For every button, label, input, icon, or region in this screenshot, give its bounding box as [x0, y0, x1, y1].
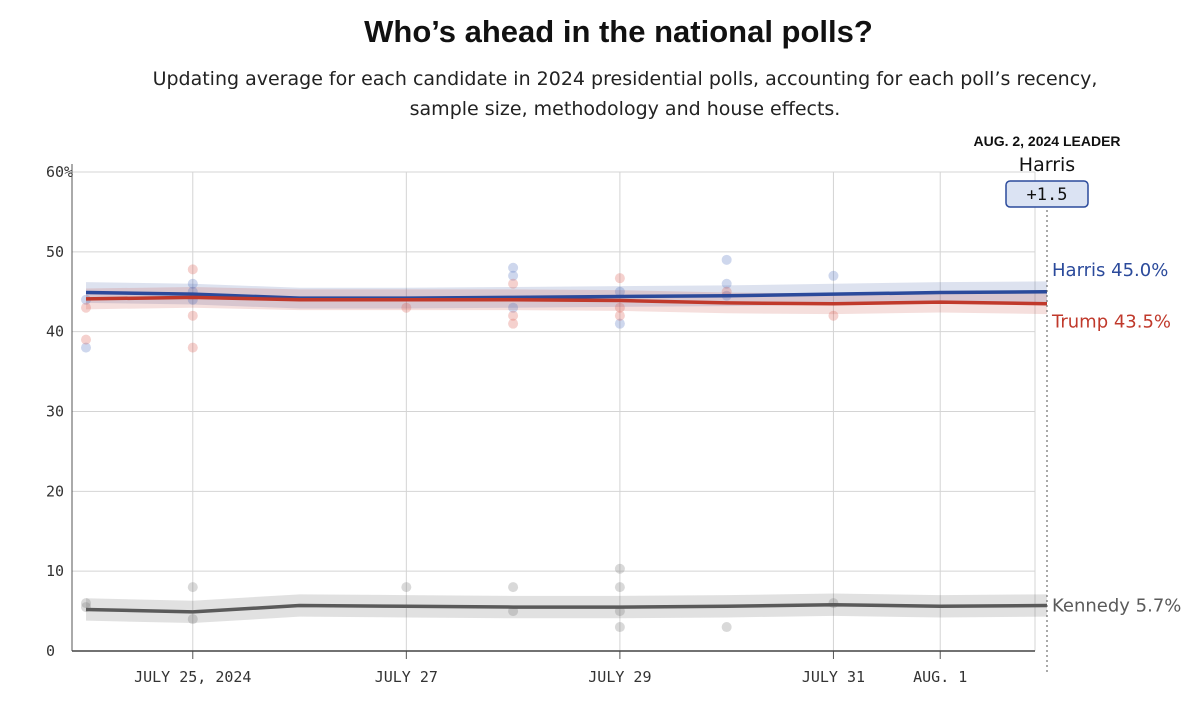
kennedy-poll-dot [401, 582, 412, 593]
trump-poll-dot [508, 278, 519, 289]
chart-title: Who’s ahead in the national polls? [364, 14, 873, 49]
y-tick-label: 60% [46, 163, 73, 181]
harris-poll-dot [508, 270, 519, 281]
leader-margin-badge [1005, 180, 1089, 208]
end-labels: Harris 45.0% Trump 43.5% Kennedy 5.7% [1051, 260, 1181, 617]
harris-poll-dot [721, 278, 732, 289]
kennedy-poll-dot [187, 614, 198, 625]
harris-poll-dot [828, 270, 839, 281]
harris-poll-dot [614, 318, 625, 329]
kennedy-end-label: Kennedy 5.7% [1052, 595, 1181, 616]
y-tick-label: 30 [46, 403, 64, 421]
kennedy-poll-dot [614, 622, 625, 633]
leader-heading: AUG. 2, 2024 LEADER [973, 133, 1120, 149]
x-tick-label: JULY 29 [588, 668, 651, 686]
poll-dots [81, 254, 839, 633]
trump-poll-dot [187, 342, 198, 353]
chart-subtitle: Updating average for each candidate in 2… [152, 68, 1098, 120]
x-tick-label: JULY 25, 2024 [134, 668, 251, 686]
harris-average-line [85, 290, 1048, 300]
trump-poll-dot [614, 273, 625, 284]
harris-poll-dot [187, 278, 198, 289]
trump-poll-dot [508, 318, 519, 329]
x-tick-label: JULY 27 [375, 668, 438, 686]
harris-end-label: Harris 45.0% [1052, 260, 1168, 281]
gridlines [72, 171, 1036, 651]
trump-poll-dot [187, 264, 198, 275]
y-tick-label: 20 [46, 482, 64, 500]
leader-margin: +1.5 [1027, 185, 1068, 205]
trump-poll-dot [614, 302, 625, 313]
kennedy-poll-dot [81, 598, 91, 609]
harris-poll-dot [508, 262, 519, 273]
kennedy-average-line [85, 602, 1048, 614]
harris-poll-dot [81, 342, 91, 353]
kennedy-poll-dot [721, 622, 732, 633]
x-tick-label: JULY 31 [802, 668, 865, 686]
harris-poll-dot [721, 254, 732, 265]
trump-poll-dot [614, 310, 625, 321]
trump-poll-dot [81, 302, 91, 313]
leader-box: AUG. 2, 2024 LEADER Harris +1.5 [973, 133, 1121, 208]
trump-poll-dot [81, 334, 91, 345]
trump-end-label: Trump 43.5% [1051, 312, 1171, 333]
kennedy-poll-dot [508, 582, 519, 593]
kennedy-poll-dot [187, 582, 198, 593]
axes: 0 10 20 30 40 50 60% JULY 25, 2024 JULY 27 JULY 2… [46, 163, 1048, 686]
leader-name: Harris [1019, 154, 1075, 176]
kennedy-poll-dot [614, 582, 625, 593]
trump-poll-dot [828, 310, 839, 321]
kennedy-poll-dot [614, 563, 625, 574]
trump-poll-dot [401, 302, 412, 313]
trump-average-line [85, 295, 1048, 306]
trend-lines [85, 290, 1048, 614]
y-tick-label: 40 [46, 323, 64, 341]
harris-poll-dot [614, 286, 625, 297]
x-tick-label: AUG. 1 [913, 668, 967, 686]
y-tick-label: 10 [46, 562, 64, 580]
harris-band [86, 281, 1047, 309]
y-tick-label: 50 [46, 243, 64, 261]
y-tick-label: 0 [46, 642, 55, 660]
trump-poll-dot [187, 310, 198, 321]
harris-poll-dot [508, 302, 519, 313]
trump-poll-dot [508, 310, 519, 321]
uncertainty-bands [86, 281, 1047, 624]
